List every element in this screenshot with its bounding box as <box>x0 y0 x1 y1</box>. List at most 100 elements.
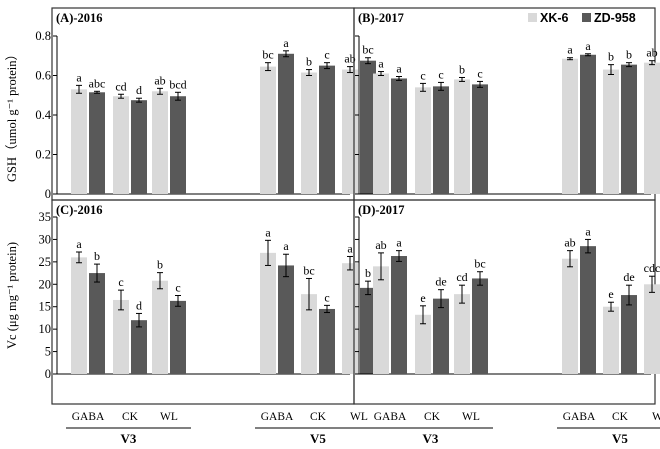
y-tick-label: 35 <box>39 210 52 224</box>
legend-swatch <box>582 13 591 22</box>
significance-letter: c <box>324 290 329 304</box>
bar-xk-6-ck <box>603 69 619 194</box>
significance-letter: a <box>76 237 82 251</box>
x-category-label: WL <box>652 411 660 423</box>
bar-xk-6-wl <box>454 294 470 374</box>
x-group-label: V3 <box>121 431 137 446</box>
significance-letter: a <box>347 241 353 255</box>
significance-letter: a <box>378 57 384 71</box>
significance-letter: e <box>608 287 613 301</box>
x-category-label: CK <box>310 411 327 423</box>
bar-xk-6-ck <box>113 96 129 194</box>
bar-zd-958-gaba <box>278 265 294 374</box>
bar-xk-6-ck <box>301 72 317 194</box>
bar-zd-958-ck <box>131 320 147 374</box>
bar-xk-6-wl <box>454 79 470 194</box>
x-category-label: WL <box>462 411 480 423</box>
x-category-label: GABA <box>563 411 596 423</box>
significance-letter: d <box>136 83 142 97</box>
bar-zd-958-wl <box>472 278 488 374</box>
y-tick-label: 0.2 <box>35 148 51 162</box>
y-tick-label: 20 <box>39 277 52 291</box>
x-category-label: CK <box>612 411 629 423</box>
y-tick-label: 0 <box>45 367 51 381</box>
x-category-label: GABA <box>374 411 407 423</box>
bar-zd-958-ck <box>319 308 335 374</box>
significance-letter: a <box>76 70 82 84</box>
significance-letter: bc <box>362 43 373 57</box>
significance-letter: a <box>283 36 289 50</box>
legend-label: ZD-958 <box>594 11 636 25</box>
y-tick-label: 0.6 <box>35 69 51 83</box>
significance-letter: c <box>420 68 425 82</box>
significance-letter: b <box>306 55 312 69</box>
bar-xk-6-ck <box>301 294 317 374</box>
y-tick-label: 0 <box>45 187 51 201</box>
legend-swatch <box>528 13 537 22</box>
y-axis-label: GSH（umol g⁻¹ protein） <box>5 48 19 182</box>
significance-letter: de <box>435 275 446 289</box>
bar-zd-958-gaba <box>580 246 596 374</box>
panel-a-gsh-2016: (A)-2016 0 0.2 0.4 0.6 0.8 GSH（umol g⁻¹ protei… <box>5 7 376 201</box>
bar-zd-958-wl <box>472 84 488 194</box>
bar-zd-958-wl <box>360 60 376 194</box>
significance-letter: b <box>608 50 614 64</box>
bar-xk-6-gaba <box>562 258 578 374</box>
x-group-label: V5 <box>612 431 628 446</box>
bar-zd-958-ck <box>433 298 449 374</box>
y-tick-label: 10 <box>39 322 52 336</box>
bar-xk-6-gaba <box>71 89 87 194</box>
x-group-label: V3 <box>423 431 439 446</box>
significance-letter: d <box>136 298 142 312</box>
significance-letter: c <box>324 48 329 62</box>
significance-letter: bc <box>262 48 273 62</box>
significance-letter: ab <box>344 52 355 66</box>
legend: XK-6 ZD-958 <box>528 11 636 25</box>
y-tick-label: 0.8 <box>35 29 51 43</box>
panel-title: (B)-2017 <box>358 11 404 25</box>
panel-title: (C)-2016 <box>56 203 103 217</box>
bar-xk-6-gaba <box>373 73 389 194</box>
bar-xk-6-gaba <box>260 252 276 374</box>
significance-letter: ab <box>564 236 575 250</box>
significance-letter: ab <box>375 238 386 252</box>
significance-letter: a <box>585 39 591 53</box>
bar-xk-6-wl <box>342 263 358 374</box>
bar-xk-6-ck <box>603 306 619 374</box>
panel-title: (D)-2017 <box>358 203 405 217</box>
bar-zd-958-wl <box>170 300 186 374</box>
bar-zd-958-ck <box>621 295 637 374</box>
bar-xk-6-gaba <box>373 266 389 374</box>
bar-xk-6-wl <box>644 62 660 194</box>
bar-zd-958-gaba <box>278 53 294 195</box>
bar-xk-6-gaba <box>71 257 87 374</box>
bar-xk-6-ck <box>415 314 431 374</box>
panel-d-vc-2017: (D)-2017 ab e cd ab e cdc a de bc a de b <box>353 199 660 405</box>
bar-xk-6-gaba <box>260 66 276 194</box>
bar-xk-6-gaba <box>562 58 578 195</box>
y-tick-label: 25 <box>39 255 52 269</box>
bar-zd-958-ck <box>433 86 449 194</box>
x-category-label: GABA <box>72 411 105 423</box>
y-tick-label: 0.4 <box>35 108 51 122</box>
significance-letter: e <box>420 291 425 305</box>
significance-letter: a <box>283 239 289 253</box>
panel-c-vc-2016: (C)-2016 0 5 10 15 20 25 30 35 Vc (μg mg⁻¹ protei… <box>5 199 376 405</box>
bar-xk-6-ck <box>113 299 129 374</box>
x-category-label: GABA <box>261 411 294 423</box>
bar-zd-958-ck <box>621 64 637 194</box>
significance-letter: c <box>118 275 123 289</box>
significance-letter: a <box>567 43 573 57</box>
significance-letter: b <box>459 62 465 76</box>
bar-zd-958-gaba <box>89 273 105 374</box>
significance-letter: c <box>175 281 180 295</box>
bar-zd-958-ck <box>319 65 335 194</box>
significance-letter: de <box>623 270 634 284</box>
bar-zd-958-wl <box>360 287 376 374</box>
bar-xk-6-wl <box>152 280 168 374</box>
significance-letter: bc <box>474 257 485 271</box>
significance-letter: c <box>477 66 482 80</box>
bar-zd-958-wl <box>170 96 186 194</box>
significance-letter: a <box>396 61 402 75</box>
